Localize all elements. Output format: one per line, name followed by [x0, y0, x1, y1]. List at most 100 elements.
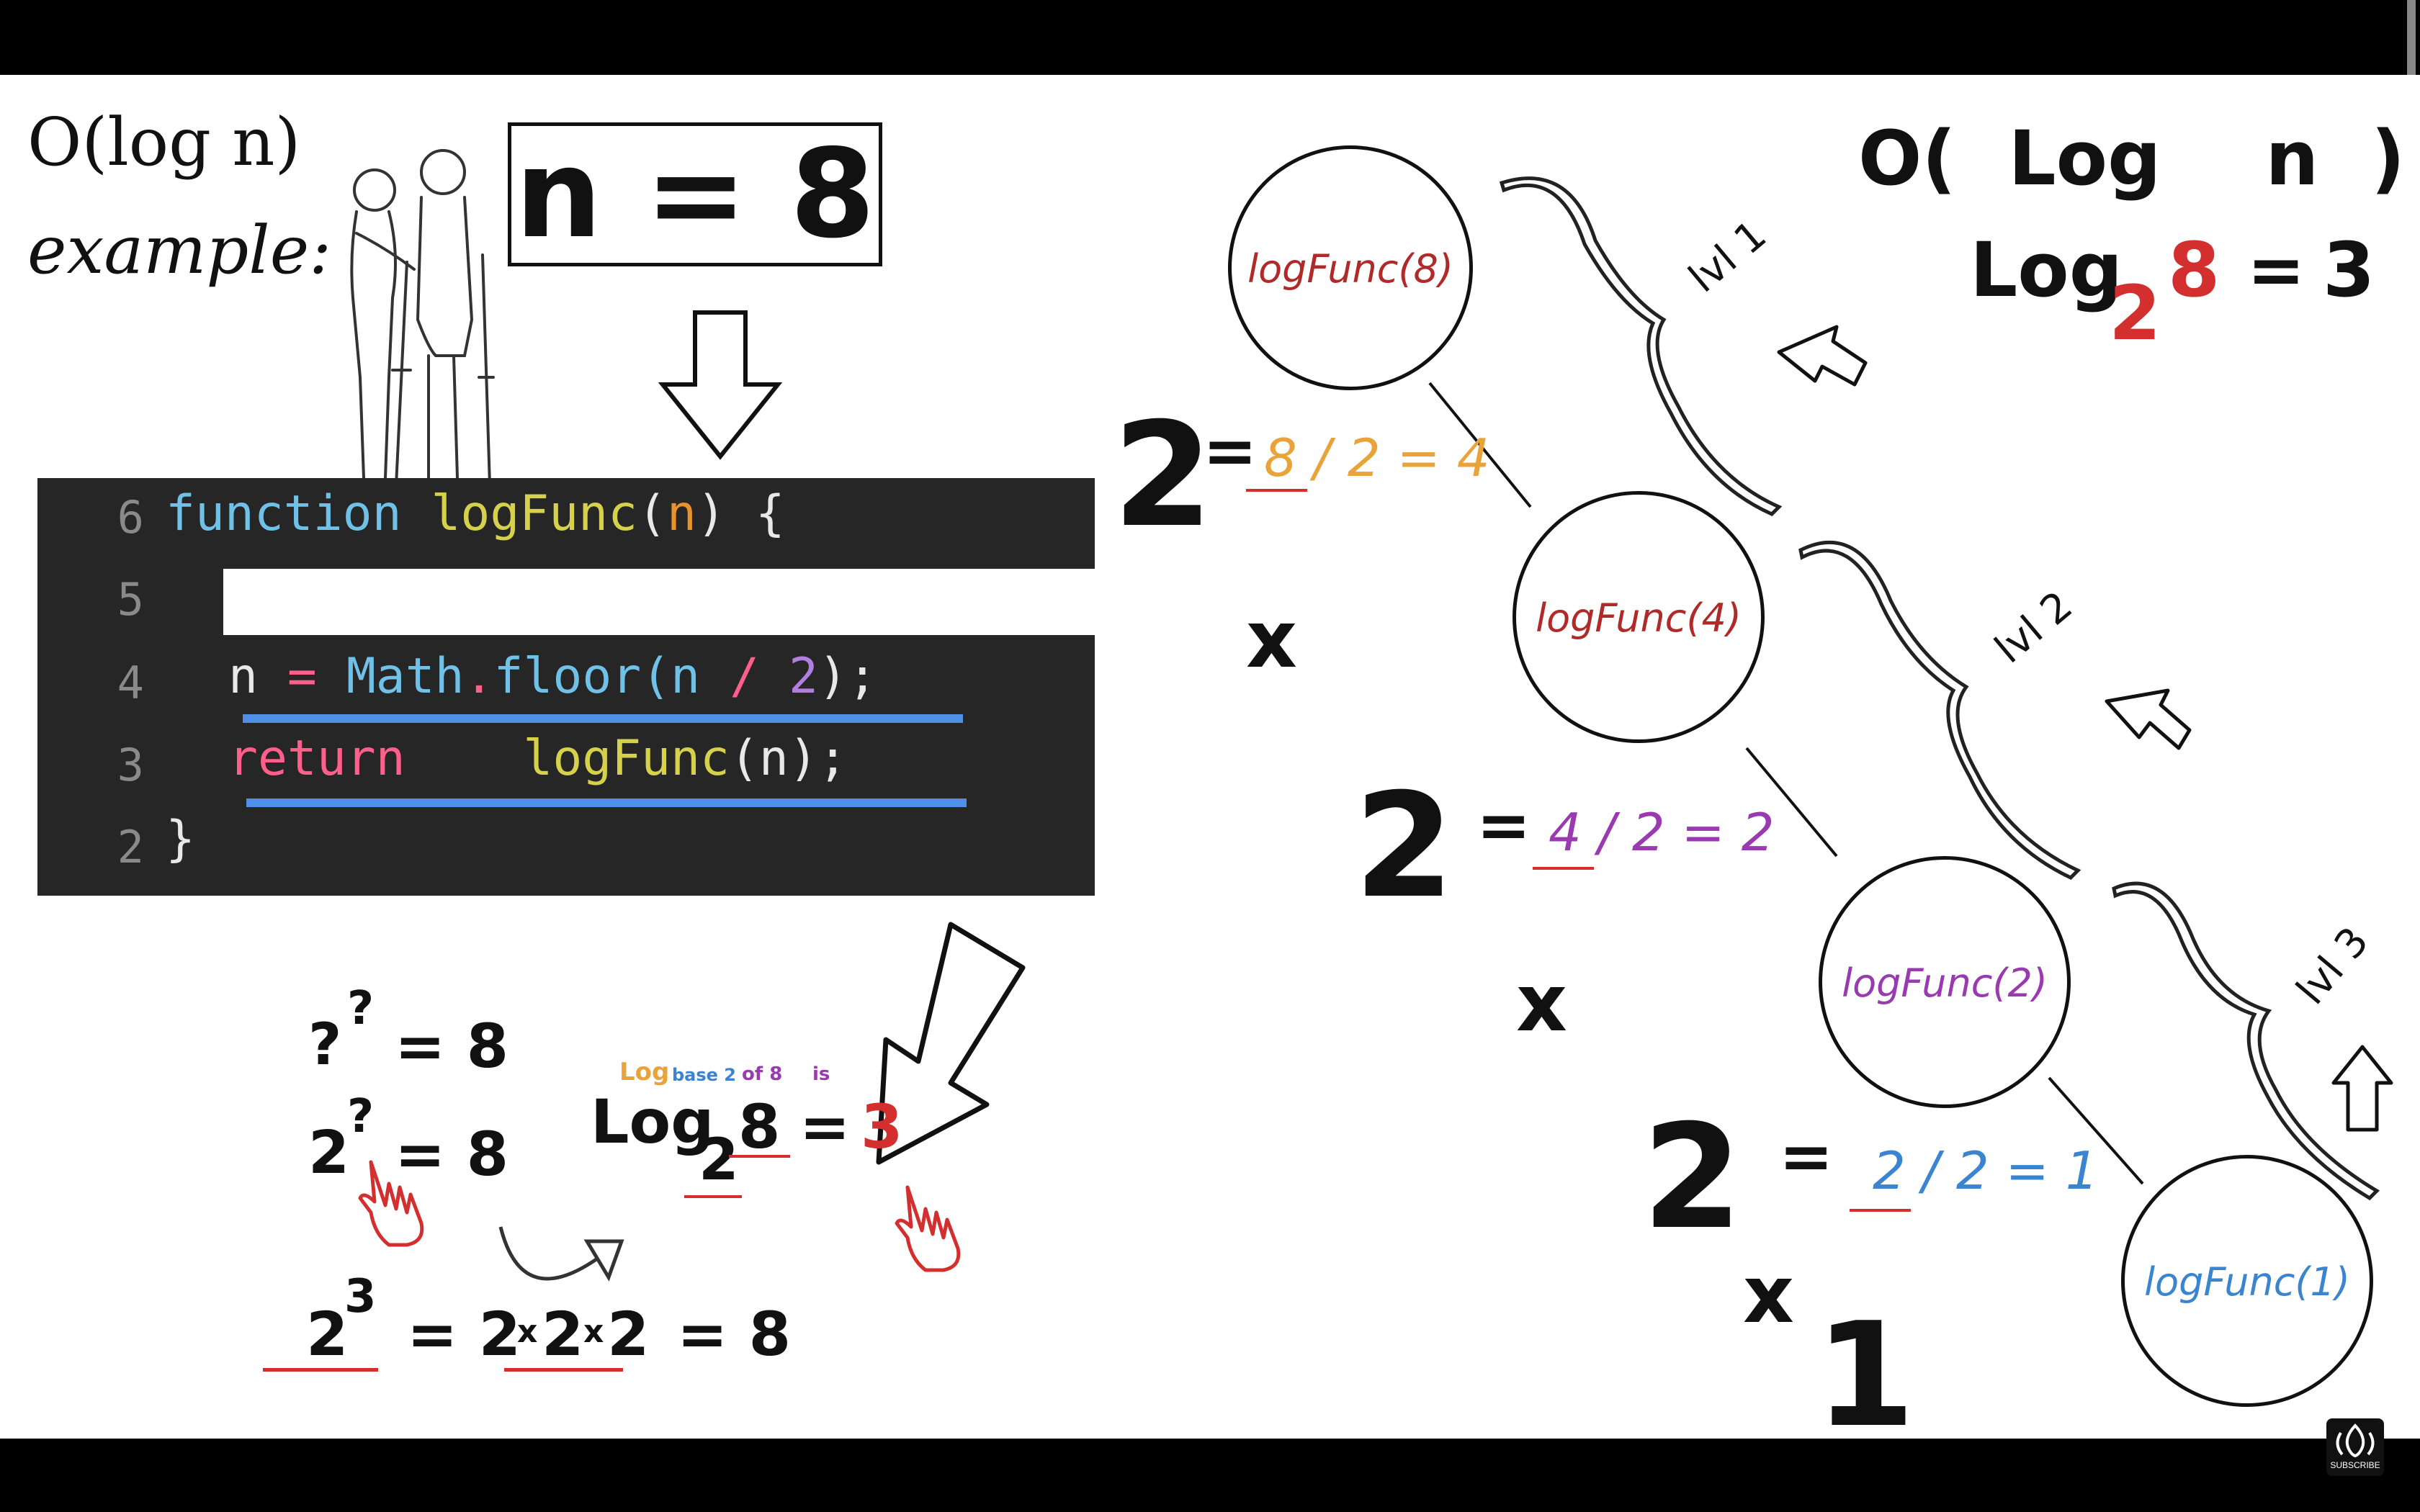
big-o-answer: 3 — [2323, 226, 2375, 314]
pow-x1: x — [517, 1313, 538, 1350]
underline-line-3 — [246, 798, 967, 807]
close-brace: ) { — [696, 485, 785, 542]
tree-node: logFunc(8) — [1228, 145, 1473, 390]
log-main-answer: 3 — [861, 1092, 903, 1162]
divide-op: / — [730, 648, 760, 705]
underline-arg — [729, 1155, 790, 1158]
big-o-eq: = — [2247, 230, 2305, 310]
pow-two3: 2 — [607, 1299, 650, 1369]
two-equals: = 8 — [395, 1119, 509, 1189]
big-o-sub: 2 — [2109, 269, 2161, 357]
pow-exp: 3 — [344, 1270, 377, 1323]
pow-x2: x — [583, 1313, 604, 1350]
pointing-hand-icon — [895, 1185, 961, 1272]
arrow-down-icon — [658, 310, 783, 460]
log-is-small: is — [812, 1063, 830, 1085]
log-word-small: Log — [619, 1058, 670, 1086]
tree-node: logFunc(2) — [1819, 856, 2071, 1108]
log-base-small: base 2 — [672, 1065, 736, 1085]
pow-rest1: = 2 — [407, 1299, 521, 1369]
factor-two: 2 — [1642, 1094, 1743, 1261]
multiply-sign: x — [1516, 957, 1567, 1049]
factor-underline — [1850, 1209, 1911, 1212]
code-line-4: n = Math.floor(n / 2); — [228, 648, 877, 705]
factor-equals: = — [1779, 1119, 1834, 1194]
multiply-sign: x — [1743, 1248, 1794, 1341]
factor-two: 2 — [1354, 762, 1455, 930]
arrow-down-left-icon — [876, 922, 1026, 1165]
line-number: 3 — [117, 739, 144, 791]
pow-two2: 2 — [542, 1299, 584, 1369]
log-main: Log — [591, 1086, 714, 1157]
tree-node-label: logFunc(8) — [1247, 246, 1453, 292]
tree-node-label: logFunc(4) — [1536, 595, 1742, 641]
q-base: ? — [308, 1011, 342, 1078]
code-line-2: } — [166, 811, 195, 868]
function-name: logFunc — [523, 730, 730, 787]
q-equals: = 8 — [395, 1011, 509, 1081]
big-o-log: Log — [1970, 226, 2123, 314]
log-of8-small: of 8 — [742, 1063, 783, 1085]
tree-node-label: logFunc(1) — [2144, 1259, 2350, 1305]
pointing-hand-icon — [358, 1160, 424, 1247]
factor-equals: = — [1203, 413, 1258, 489]
curved-arrow-icon — [498, 1226, 624, 1282]
code-line-5-blank — [223, 569, 1119, 635]
line-number: 2 — [117, 821, 144, 873]
level-braces — [1499, 176, 2393, 1201]
line-number: 5 — [117, 573, 144, 626]
keyword-function: function — [166, 485, 402, 542]
line-number: 4 — [117, 657, 144, 709]
title-line-1: O(log n) — [27, 104, 301, 181]
subscribe-label: SUBSCRIBE — [2330, 1460, 2380, 1470]
underline-product — [504, 1368, 623, 1372]
floor-call: floor(n — [493, 648, 701, 705]
n-value-box: n = 8 — [508, 122, 882, 266]
call-args: (n); — [729, 730, 848, 787]
tree-lines — [1428, 382, 2144, 1185]
tree-node: logFunc(4) — [1512, 491, 1765, 743]
function-name: logFunc — [431, 485, 638, 542]
tree-node: logFunc(1) — [2121, 1155, 2373, 1407]
factor-underline — [1533, 867, 1594, 870]
two-exp: ? — [347, 1090, 375, 1143]
n-value-text: n = 8 — [514, 123, 876, 266]
var-n: n — [228, 648, 258, 705]
title-line-2: example: — [27, 212, 332, 289]
factor-underline — [1246, 489, 1307, 492]
underline-line-4 — [243, 714, 963, 723]
dot-op: . — [464, 648, 494, 705]
code-line-6: function logFunc(n) { — [166, 485, 785, 542]
factor-equals: = — [1476, 788, 1531, 863]
keyword-return: return — [228, 730, 405, 787]
factor-expression: 2 / 2 = 1 — [1873, 1140, 2099, 1201]
scroll-indicator[interactable] — [2407, 0, 2416, 75]
factor-one: 1 — [1815, 1292, 1916, 1439]
math-object: Math — [346, 648, 465, 705]
log-main-eq: = — [799, 1092, 851, 1162]
line-number: 6 — [117, 491, 144, 544]
factor-expression: 8 / 2 = 4 — [1264, 428, 1490, 488]
log-main-arg: 8 — [738, 1092, 781, 1162]
underline-pow — [263, 1368, 378, 1372]
param-n: n — [667, 485, 696, 542]
flame-icon — [2336, 1423, 2375, 1458]
line-end: ); — [817, 648, 877, 705]
factor-two: 2 — [1113, 392, 1214, 559]
assign-op: = — [287, 648, 317, 705]
subscribe-button[interactable]: SUBSCRIBE — [2326, 1418, 2384, 1476]
elderly-couple-illustration — [350, 149, 495, 487]
code-line-3: return logFunc(n); — [228, 730, 848, 787]
code-panel: 6 5 4 3 2 function logFunc(n) { n = Math… — [37, 478, 1119, 896]
slide: O(log n) example: n = 8 6 5 4 3 2 functi… — [0, 75, 2420, 1439]
two-base: 2 — [308, 1119, 350, 1187]
open-paren: ( — [637, 485, 667, 542]
tree-node-label: logFunc(2) — [1842, 960, 2048, 1006]
big-o-label: O( Log n ) — [1858, 114, 2406, 202]
number-two: 2 — [788, 648, 818, 705]
q-exp: ? — [347, 982, 375, 1035]
multiply-sign: x — [1246, 593, 1297, 685]
log-main-sub: 2 — [699, 1126, 739, 1193]
factor-expression: 4 / 2 = 2 — [1549, 802, 1775, 863]
underline-sub — [684, 1195, 742, 1198]
